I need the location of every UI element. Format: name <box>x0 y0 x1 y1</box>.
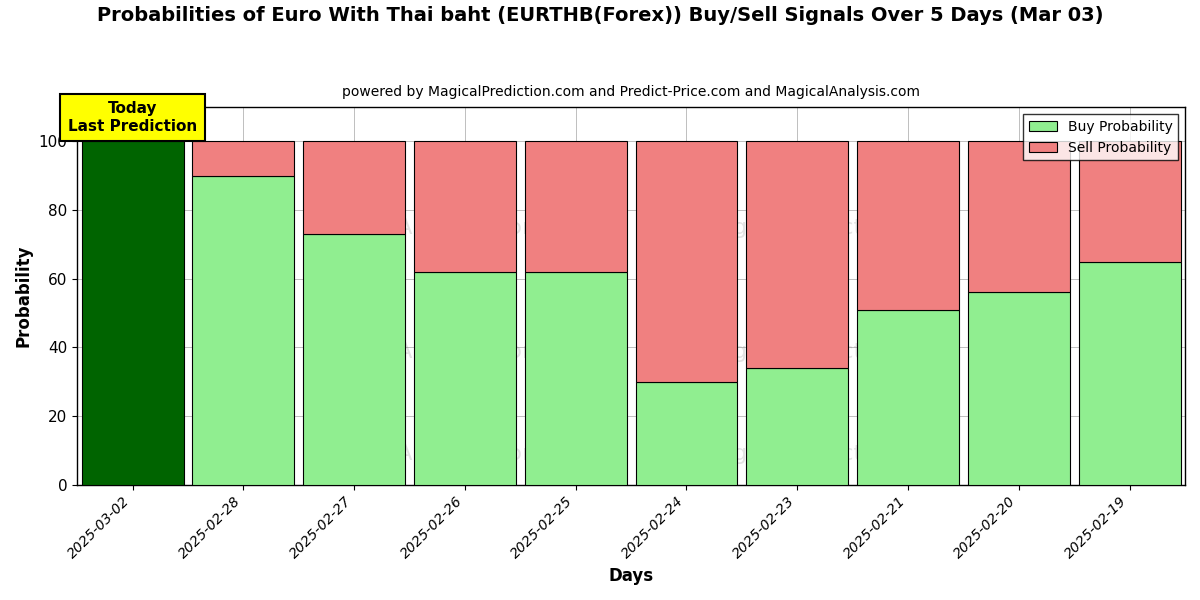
Text: MagicalAnalysis.com          n          MagicalPrediction.com: MagicalAnalysis.com n MagicalPrediction.… <box>312 445 950 464</box>
Bar <box>192 176 294 485</box>
Bar <box>304 142 406 234</box>
Y-axis label: Probability: Probability <box>14 245 32 347</box>
Bar <box>192 142 294 176</box>
Bar <box>1079 262 1181 485</box>
Bar <box>857 142 959 310</box>
Bar <box>524 272 626 485</box>
Bar <box>1079 142 1181 262</box>
Bar <box>746 142 848 368</box>
Bar <box>414 272 516 485</box>
Bar <box>968 142 1069 292</box>
Legend: Buy Probability, Sell Probability: Buy Probability, Sell Probability <box>1024 114 1178 160</box>
Bar <box>82 142 184 485</box>
Bar <box>524 142 626 272</box>
Bar <box>746 368 848 485</box>
Text: MagicalAnalysis.com          n          MagicalPrediction.com: MagicalAnalysis.com n MagicalPrediction.… <box>312 343 950 362</box>
Bar <box>304 234 406 485</box>
Text: MagicalAnalysis.com          n          MagicalPrediction.com: MagicalAnalysis.com n MagicalPrediction.… <box>312 218 950 238</box>
Bar <box>414 142 516 272</box>
Bar <box>636 382 738 485</box>
Bar <box>636 142 738 382</box>
X-axis label: Days: Days <box>608 567 654 585</box>
Text: Probabilities of Euro With Thai baht (EURTHB(Forex)) Buy/Sell Signals Over 5 Day: Probabilities of Euro With Thai baht (EU… <box>97 6 1103 25</box>
Bar <box>857 310 959 485</box>
Title: powered by MagicalPrediction.com and Predict-Price.com and MagicalAnalysis.com: powered by MagicalPrediction.com and Pre… <box>342 85 920 99</box>
Text: Today
Last Prediction: Today Last Prediction <box>68 101 197 134</box>
Bar <box>968 292 1069 485</box>
